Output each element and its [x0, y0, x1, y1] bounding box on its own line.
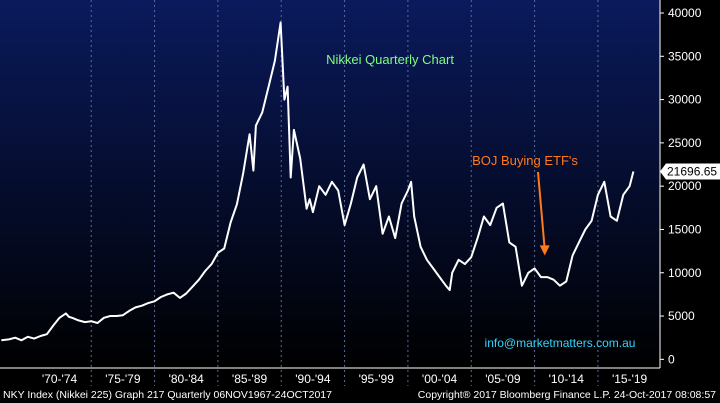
- annotation-text: BOJ Buying ETF's: [472, 153, 578, 168]
- svg-text:21696.65: 21696.65: [667, 164, 717, 178]
- chart-title: Nikkei Quarterly Chart: [326, 52, 454, 67]
- footer-right-text: Copyright® 2017 Bloomberg Finance L.P. 2…: [417, 389, 716, 401]
- y-tick-label: 5000: [668, 309, 695, 323]
- y-tick-label: 40000: [668, 6, 702, 20]
- last-value-label: 21696.65: [660, 163, 720, 180]
- annotation-arrow: [537, 171, 550, 256]
- x-tick-label: '90-'94: [295, 372, 331, 386]
- x-axis-ticks: '70-'74 '75-'79 '80-'84 '85-'89 '90-'94 '95-'…: [42, 372, 648, 386]
- x-tick-label: '00-'04: [422, 372, 458, 386]
- series-line-nky: [1, 21, 635, 342]
- y-tick-label: 35000: [668, 49, 702, 63]
- y-tick-label: 25000: [668, 136, 702, 150]
- axis-background: [660, 0, 720, 387]
- x-tick-label: '80-'84: [169, 372, 205, 386]
- x-axis-background: [0, 368, 660, 387]
- y-tick-label: 15000: [668, 222, 702, 236]
- footer-left-text: NKY Index (Nikkei 225) Graph 217 Quarter…: [3, 389, 332, 401]
- y-tick-label: 0: [668, 352, 675, 366]
- chart-footer: NKY Index (Nikkei 225) Graph 217 Quarter…: [0, 387, 720, 403]
- y-tick-label: 30000: [668, 93, 702, 107]
- chart-canvas: 0 5000 10000 15000 20000 25000 30000 35000 40000…: [0, 0, 720, 387]
- x-tick-label: '95-'99: [359, 372, 395, 386]
- x-tick-label: '70-'74: [42, 372, 78, 386]
- watermark-email: info@marketmatters.com.au: [485, 336, 636, 350]
- y-axis-ticks: 0 5000 10000 15000 20000 25000 30000 35000 40000: [660, 6, 702, 366]
- x-tick-label: '15-'19: [612, 372, 648, 386]
- x-tick-label: '10-'14: [549, 372, 585, 386]
- x-tick-label: '05-'09: [485, 372, 521, 386]
- x-tick-label: '85-'89: [232, 372, 268, 386]
- x-tick-label: '75-'79: [105, 372, 141, 386]
- y-tick-label: 10000: [668, 266, 702, 280]
- y-tick-label: 20000: [668, 179, 702, 193]
